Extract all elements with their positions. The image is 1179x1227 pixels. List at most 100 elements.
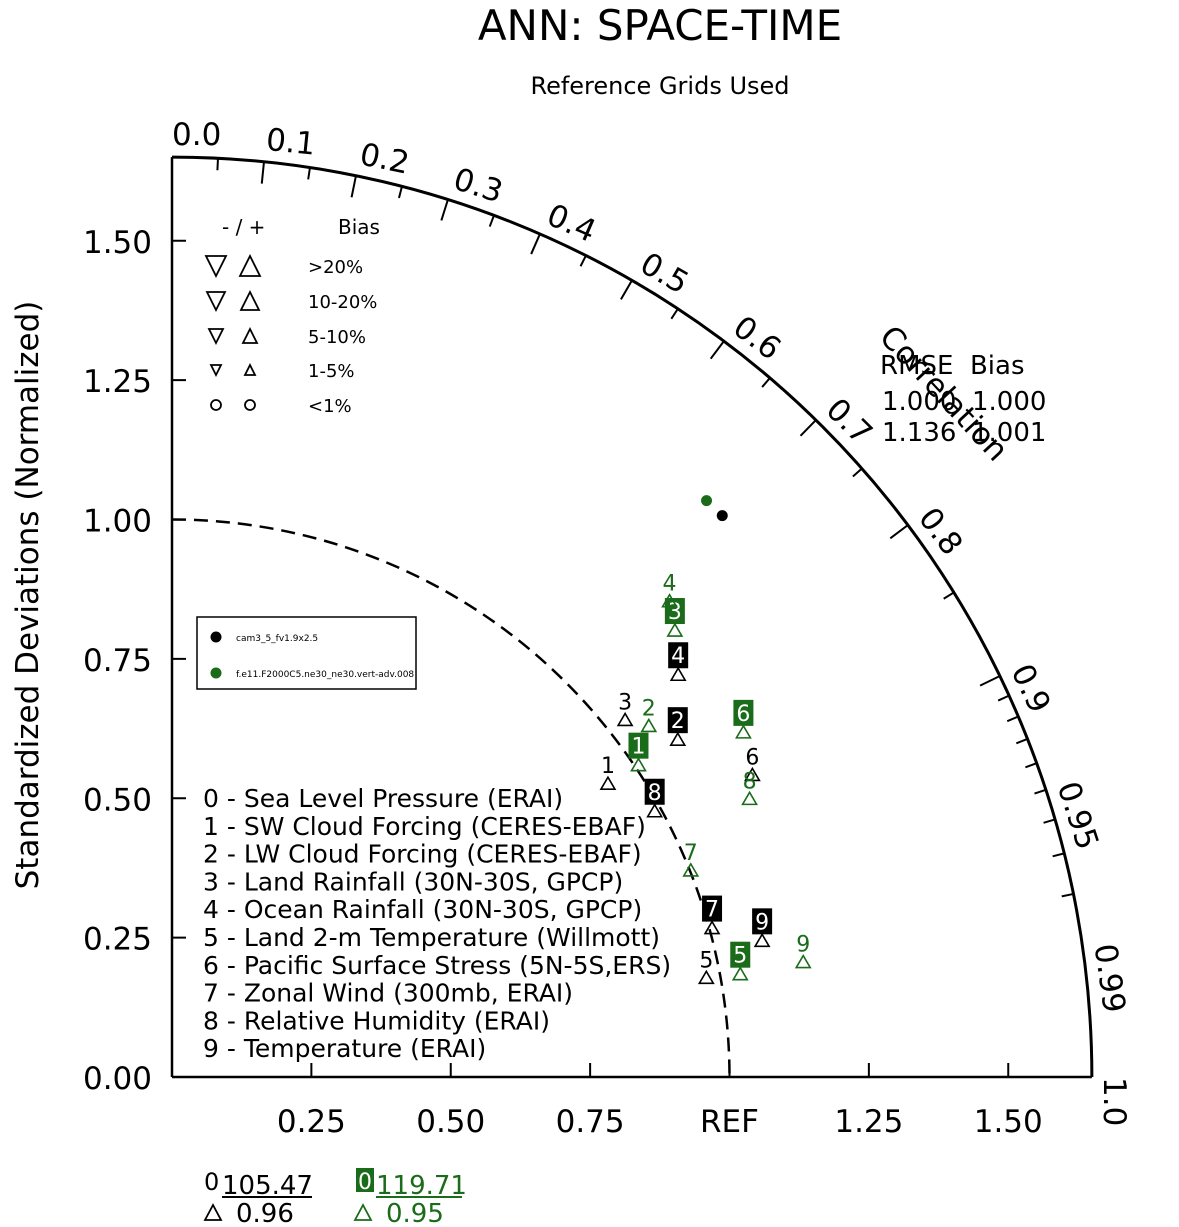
correlation-tick-label: 0.99: [1087, 942, 1132, 1015]
outer-arc: [171, 155, 1094, 1078]
y-tick-label: 0.75: [83, 643, 152, 679]
bias-legend-down-triangle: [204, 255, 228, 279]
variable-list-item: 3 - Land Rainfall (30N-30S, GPCP): [203, 867, 623, 896]
x-tick-label: 1.25: [834, 1104, 903, 1140]
correlation-tick: [979, 675, 1001, 687]
data-point-triangle: [646, 803, 664, 818]
data-point-label: 8: [648, 781, 662, 806]
correlation-tick: [1034, 788, 1047, 795]
y-tick-label: 1.25: [83, 364, 152, 400]
correlation-tick: [943, 591, 955, 600]
data-point-label-box: [644, 778, 665, 805]
bias-legend-label: 1-5%: [308, 361, 355, 382]
data-point-label-box: [667, 707, 688, 734]
bias-value-0: 1.000: [972, 387, 1046, 417]
y-tick-label: 0.50: [83, 782, 152, 818]
correlation-tick-label: 0.9: [1003, 659, 1057, 719]
data-point-label: 9: [796, 933, 810, 958]
correlation-tick: [889, 524, 909, 540]
data-point-label: 4: [663, 572, 677, 597]
data-point-triangle: [703, 920, 721, 935]
variable-list-item: 8 - Relative Humidity (ERAI): [203, 1006, 550, 1035]
correlation-tick: [670, 308, 679, 320]
correlation-tick: [1025, 762, 1038, 769]
correlation-tick-label: 0.1: [264, 122, 317, 163]
bias-legend-up-triangle: [238, 253, 262, 277]
data-point-label: 1: [601, 754, 615, 779]
rmse-value-0: 1.000: [882, 387, 956, 417]
y-tick-label: 1.00: [83, 504, 152, 540]
bias-legend-label: 5-10%: [308, 327, 366, 348]
data-point-triangle: [669, 731, 687, 746]
correlation-tick: [997, 694, 1010, 702]
data-point-label: 5: [733, 944, 747, 969]
correlation-tick: [1006, 715, 1019, 723]
data-point-label-box: [702, 895, 723, 922]
correlation-tick: [1052, 852, 1065, 858]
correlation-tick: [350, 175, 357, 198]
data-point-label-box: [752, 908, 773, 935]
correlation-tick-label: 0.5: [634, 246, 695, 302]
data-point-triangle: [794, 954, 812, 969]
correlation-tick: [488, 214, 495, 227]
off-chart-triangle-1: [353, 1203, 373, 1221]
model-legend-label-0: cam3_5_fv1.9x2.5: [236, 634, 318, 644]
bias-value-1: 1.001: [972, 418, 1046, 448]
bias-legend-label: <1%: [308, 396, 352, 417]
data-point-label: 6: [745, 745, 759, 770]
bias-legend-rows: >20% 10-20% 5-10% 1-5% <1%: [204, 253, 377, 417]
bias-legend-down-triangle: [207, 328, 225, 346]
x-tick-label: 0.25: [277, 1104, 346, 1140]
data-point-label-box: [628, 732, 649, 759]
bias-legend-label: 10-20%: [308, 292, 377, 313]
x-tick-label: REF: [700, 1104, 759, 1140]
x-tick-label: 0.75: [556, 1104, 625, 1140]
data-point-triangle: [731, 966, 749, 981]
correlation-tick: [709, 340, 725, 360]
correlation-tick: [799, 419, 817, 437]
data-point-label: 3: [618, 690, 632, 715]
correlation-tick: [260, 161, 265, 184]
data-point-triangle: [697, 969, 715, 985]
data-point-triangle: [666, 622, 684, 637]
correlation-tick: [1015, 737, 1028, 745]
bias-legend-label: >20%: [308, 257, 363, 278]
rmse-table: RMSE Bias 1.000 1.000 1.136 1.001: [880, 351, 1046, 448]
data-point-label: 2: [671, 709, 685, 734]
bias-legend-circle: [244, 399, 256, 411]
bias-legend-up-triangle: [243, 362, 257, 376]
correlation-tick: [761, 377, 771, 388]
data-point-triangle: [669, 666, 687, 682]
model-legend-marker-0: [210, 631, 222, 643]
correlation-tick: [1043, 818, 1056, 824]
chart-title: ANN: SPACE-TIME: [478, 1, 842, 50]
data-point-triangle: [741, 790, 758, 806]
variable-list-item: 7 - Zonal Wind (300mb, ERAI): [203, 979, 573, 1008]
bias-legend-down-triangle: [205, 291, 227, 313]
correlation-tick-label: 0.0: [172, 117, 221, 153]
off-chart-corr-0: 0.96: [236, 1199, 294, 1227]
correlation-tick-label: 0.95: [1050, 777, 1106, 854]
model-legend: cam3_5_fv1.9x2.5 f.e11.F2000C5.ne30_ne30…: [196, 616, 417, 690]
correlation-tick: [620, 279, 633, 300]
data-point-label: 6: [736, 702, 750, 727]
variable-list-item: 2 - LW Cloud Forcing (CERES-EBAF): [203, 840, 642, 869]
data-point-triangle: [682, 862, 700, 877]
variable-list-item: 1 - SW Cloud Forcing (CERES-EBAF): [203, 812, 646, 841]
data-point-label: 1: [631, 735, 645, 760]
data-point-label-box: [730, 941, 751, 968]
bias-legend-up-triangle: [239, 289, 261, 311]
data-point-label: 9: [755, 910, 769, 935]
data-point-triangle: [640, 717, 658, 733]
chart-subtitle: Reference Grids Used: [530, 72, 789, 100]
correlation-tick: [579, 255, 587, 267]
bias-legend-up-triangle: [241, 326, 259, 344]
bias-legend-down-triangle: [209, 364, 223, 378]
model-legend-box: [196, 616, 417, 690]
variable-list-item: 0 - Sea Level Pressure (ERAI): [203, 784, 563, 813]
y-tick-label: 0.25: [83, 922, 152, 958]
rmse-header: RMSE Bias: [880, 351, 1025, 381]
y-tick-label: 1.50: [83, 225, 152, 261]
correlation-tick: [307, 167, 311, 180]
